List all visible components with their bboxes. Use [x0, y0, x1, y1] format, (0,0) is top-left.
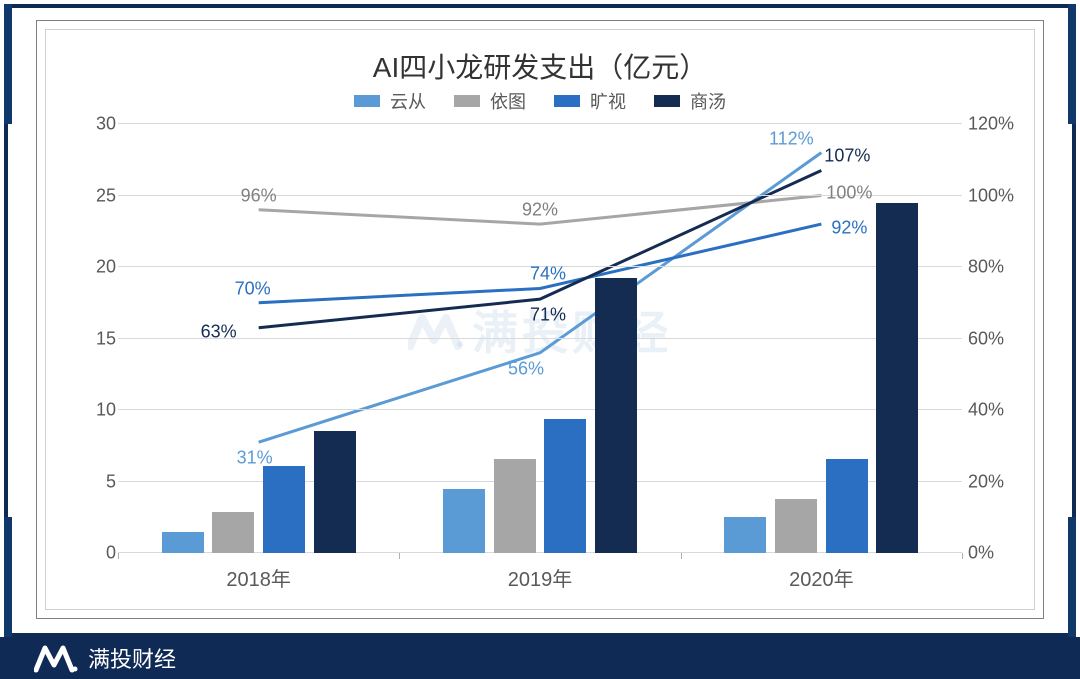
data-label-yitu: 96%	[241, 185, 277, 206]
x-axis: 2018年 2019年 2020年	[118, 563, 962, 593]
y-tick: 40%	[968, 400, 1028, 421]
legend-swatch	[554, 95, 580, 107]
data-label-yitu: 100%	[826, 183, 872, 204]
y-tick: 15	[56, 328, 116, 349]
grid-line	[118, 123, 962, 124]
legend-label: 旷视	[590, 88, 626, 114]
data-label-megvii: 70%	[235, 278, 271, 299]
grid-line	[118, 409, 962, 410]
data-label-megvii: 92%	[831, 218, 867, 239]
data-label-megvii: 74%	[530, 264, 566, 285]
y-axis-right: 0%20%40%60%80%100%120%	[968, 124, 1028, 553]
data-label-yuncong: 56%	[508, 358, 544, 379]
y-axis-left: 051015202530	[56, 124, 116, 553]
bar-megvii	[544, 419, 586, 553]
outer-frame: AI四小龙研发支出（亿元） 云从 依图 旷视 商汤 0 5 10 15 20 25 30 0% 20…	[0, 0, 1080, 679]
y-tick: 20%	[968, 471, 1028, 492]
legend: 云从 依图 旷视 商汤	[46, 88, 1034, 114]
chart-title: AI四小龙研发支出（亿元）	[46, 46, 1034, 86]
x-tick-mark	[681, 553, 682, 559]
data-label-yuncong: 112%	[769, 128, 814, 149]
bar-yitu	[494, 459, 536, 553]
chart-card: AI四小龙研发支出（亿元） 云从 依图 旷视 商汤 0 5 10 15 20 25 30 0% 20…	[36, 20, 1044, 619]
x-tick-mark	[118, 553, 119, 559]
chart-inner: AI四小龙研发支出（亿元） 云从 依图 旷视 商汤 0 5 10 15 20 25 30 0% 20…	[45, 29, 1035, 610]
y-tick: 5	[56, 471, 116, 492]
bar-yuncong	[724, 517, 766, 553]
x-tick: 2019年	[508, 563, 573, 592]
legend-swatch	[654, 95, 680, 107]
frame-accent	[1068, 4, 1076, 124]
legend-item-sensetime: 商汤	[654, 88, 726, 114]
y-tick: 0	[56, 543, 116, 564]
bar-yuncong	[443, 489, 485, 553]
x-tick: 2020年	[789, 563, 854, 592]
bar-sensetime	[595, 278, 637, 553]
bar-yuncong	[162, 532, 204, 553]
bar-sensetime	[876, 203, 918, 553]
data-label-sensetime: 63%	[201, 321, 237, 342]
data-label-yuncong: 31%	[237, 448, 273, 469]
x-tick: 2018年	[226, 563, 291, 592]
x-tick-mark	[962, 553, 963, 559]
y-tick: 30	[56, 114, 116, 135]
footer-logo-icon	[34, 643, 78, 673]
footer-text: 满投财经	[88, 642, 176, 674]
legend-swatch	[454, 95, 480, 107]
footer-bar: 满投财经	[0, 637, 1080, 679]
frame-accent	[4, 4, 12, 124]
bar-megvii	[826, 459, 868, 553]
y-tick: 0%	[968, 543, 1028, 564]
y-tick: 25	[56, 185, 116, 206]
frame-accent	[4, 517, 12, 637]
data-label-yitu: 92%	[522, 200, 558, 221]
bar-sensetime	[314, 431, 356, 553]
y-tick: 60%	[968, 328, 1028, 349]
x-tick-mark	[399, 553, 400, 559]
y-tick: 100%	[968, 185, 1028, 206]
legend-swatch	[354, 95, 380, 107]
data-label-sensetime: 107%	[824, 146, 870, 167]
grid-line	[118, 338, 962, 339]
data-label-sensetime: 71%	[530, 305, 566, 326]
legend-label: 云从	[390, 88, 426, 114]
legend-item-yitu: 依图	[454, 88, 526, 114]
y-tick: 120%	[968, 114, 1028, 135]
legend-label: 商汤	[690, 88, 726, 114]
legend-label: 依图	[490, 88, 526, 114]
bar-yitu	[212, 512, 254, 553]
y-tick: 10	[56, 400, 116, 421]
legend-item-megvii: 旷视	[554, 88, 626, 114]
y-tick: 80%	[968, 257, 1028, 278]
frame-accent	[1068, 517, 1076, 637]
bar-megvii	[263, 466, 305, 553]
bar-yitu	[775, 499, 817, 553]
plot-area: 满投财经 31%56%112%96%92%100%70%74%92%63%71%…	[118, 124, 962, 553]
y-tick: 20	[56, 257, 116, 278]
legend-item-yuncong: 云从	[354, 88, 426, 114]
